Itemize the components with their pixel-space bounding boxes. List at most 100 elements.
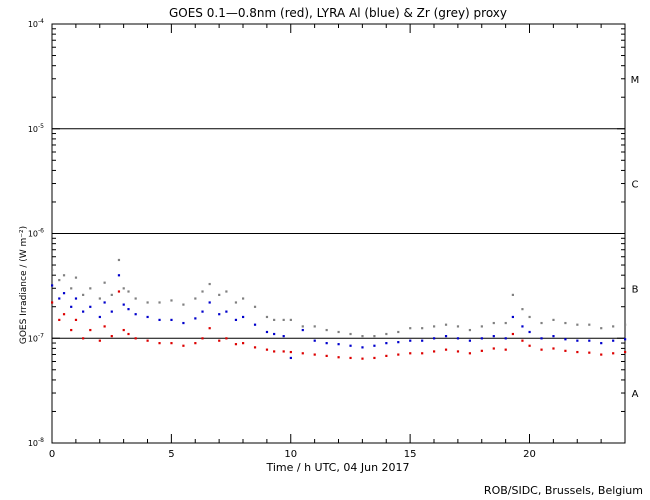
series-2-point: [82, 337, 85, 340]
series-2-point: [242, 342, 245, 345]
series-1-point: [504, 337, 507, 340]
series-1-point: [433, 337, 436, 340]
series-0-point: [234, 301, 238, 304]
series-0-point: [201, 290, 204, 293]
series-1-point: [253, 323, 257, 326]
series-0-point: [110, 293, 113, 296]
series-2-point: [361, 357, 364, 360]
series-0-point: [98, 297, 101, 300]
x-axis-label: Time / h UTC, 04 Jun 2017: [265, 461, 409, 474]
series-1-point: [385, 342, 388, 345]
series-1-point: [480, 337, 483, 340]
series-1-point: [170, 318, 173, 322]
series-1-point: [146, 315, 149, 319]
series-1-point: [158, 318, 161, 322]
series-2-point: [74, 318, 78, 322]
series-0-point: [134, 297, 137, 300]
series-1-point: [456, 337, 460, 340]
series-0-point: [421, 327, 424, 330]
x-tick-label: 5: [168, 449, 174, 460]
series-2-point: [98, 339, 101, 342]
series-1-point: [134, 313, 137, 316]
series-0-point: [282, 318, 285, 322]
x-tick-label: 0: [49, 449, 55, 460]
series-1-point: [98, 315, 101, 319]
series-2-point: [201, 337, 204, 340]
series-1-point: [289, 356, 292, 360]
flare-class-label-B: B: [632, 284, 639, 295]
y-tick-exponent: -8: [38, 437, 44, 444]
series-0-point: [242, 297, 245, 300]
series-1-point: [117, 274, 121, 277]
series-1-point: [421, 339, 424, 342]
series-0-point: [289, 318, 292, 322]
series-0-point: [225, 290, 228, 293]
series-2-point: [122, 328, 125, 332]
series-1-point: [127, 308, 130, 311]
series-2-point: [385, 354, 388, 357]
series-1-point: [82, 310, 85, 313]
series-2-point: [127, 332, 130, 336]
series-2-point: [282, 350, 285, 353]
series-0-point: [127, 290, 130, 293]
series-2-point: [337, 356, 340, 359]
series-1-point: [103, 301, 106, 304]
series-0-point: [373, 335, 376, 338]
series-2-point: [480, 349, 483, 352]
series-1-point: [492, 335, 495, 338]
series-2-point: [208, 327, 211, 330]
series-0-point: [361, 335, 364, 338]
x-tick-label: 20: [523, 449, 536, 460]
flare-class-label-C: C: [632, 180, 639, 191]
series-2-point: [225, 337, 228, 340]
series-0-point: [51, 268, 54, 272]
series-0-point: [540, 321, 543, 325]
series-2-point: [624, 350, 627, 354]
series-2-point: [218, 339, 221, 342]
series-1-point: [564, 338, 567, 341]
series-2-point: [62, 313, 66, 316]
series-1-point: [218, 313, 221, 316]
series-0-point: [511, 293, 514, 296]
series-0-point: [600, 327, 603, 330]
series-0-point: [456, 325, 460, 328]
series-0-point: [122, 287, 125, 290]
series-1-point: [89, 305, 92, 308]
series-0-point: [325, 328, 328, 332]
series-2-point: [511, 332, 514, 336]
series-1-point: [624, 338, 627, 341]
series-2-point: [612, 352, 615, 355]
series-1-point: [194, 317, 197, 320]
y-tick-label: 10: [28, 20, 38, 29]
series-0-point: [624, 323, 627, 326]
series-1-point: [225, 310, 228, 313]
series-1-point: [74, 297, 78, 300]
series-1-point: [373, 344, 376, 347]
series-0-point: [146, 301, 149, 304]
series-1-point: [540, 337, 543, 340]
series-0-point: [103, 281, 106, 284]
series-1-point: [58, 297, 61, 300]
series-2-point: [552, 347, 555, 350]
series-1-point: [313, 339, 316, 342]
credit-text: ROB/SIDC, Brussels, Belgium: [484, 484, 643, 497]
series-2-point: [528, 344, 531, 347]
series-2-point: [600, 353, 603, 356]
series-1-point: [528, 330, 531, 334]
series-2-point: [234, 343, 238, 346]
series-2-point: [588, 351, 591, 354]
series-1-point: [110, 310, 113, 313]
series-0-point: [62, 274, 66, 277]
y-tick-exponent: -6: [38, 228, 44, 235]
series-0-point: [70, 287, 73, 290]
series-1-point: [552, 335, 555, 338]
series-2-point: [58, 318, 61, 322]
series-1-point: [122, 303, 125, 306]
series-2-point: [576, 350, 579, 354]
series-0-point: [504, 321, 507, 325]
y-tick-label: 10: [28, 125, 38, 134]
series-2-point: [325, 354, 328, 357]
series-2-point: [421, 352, 424, 355]
x-tick-label: 15: [404, 449, 417, 460]
